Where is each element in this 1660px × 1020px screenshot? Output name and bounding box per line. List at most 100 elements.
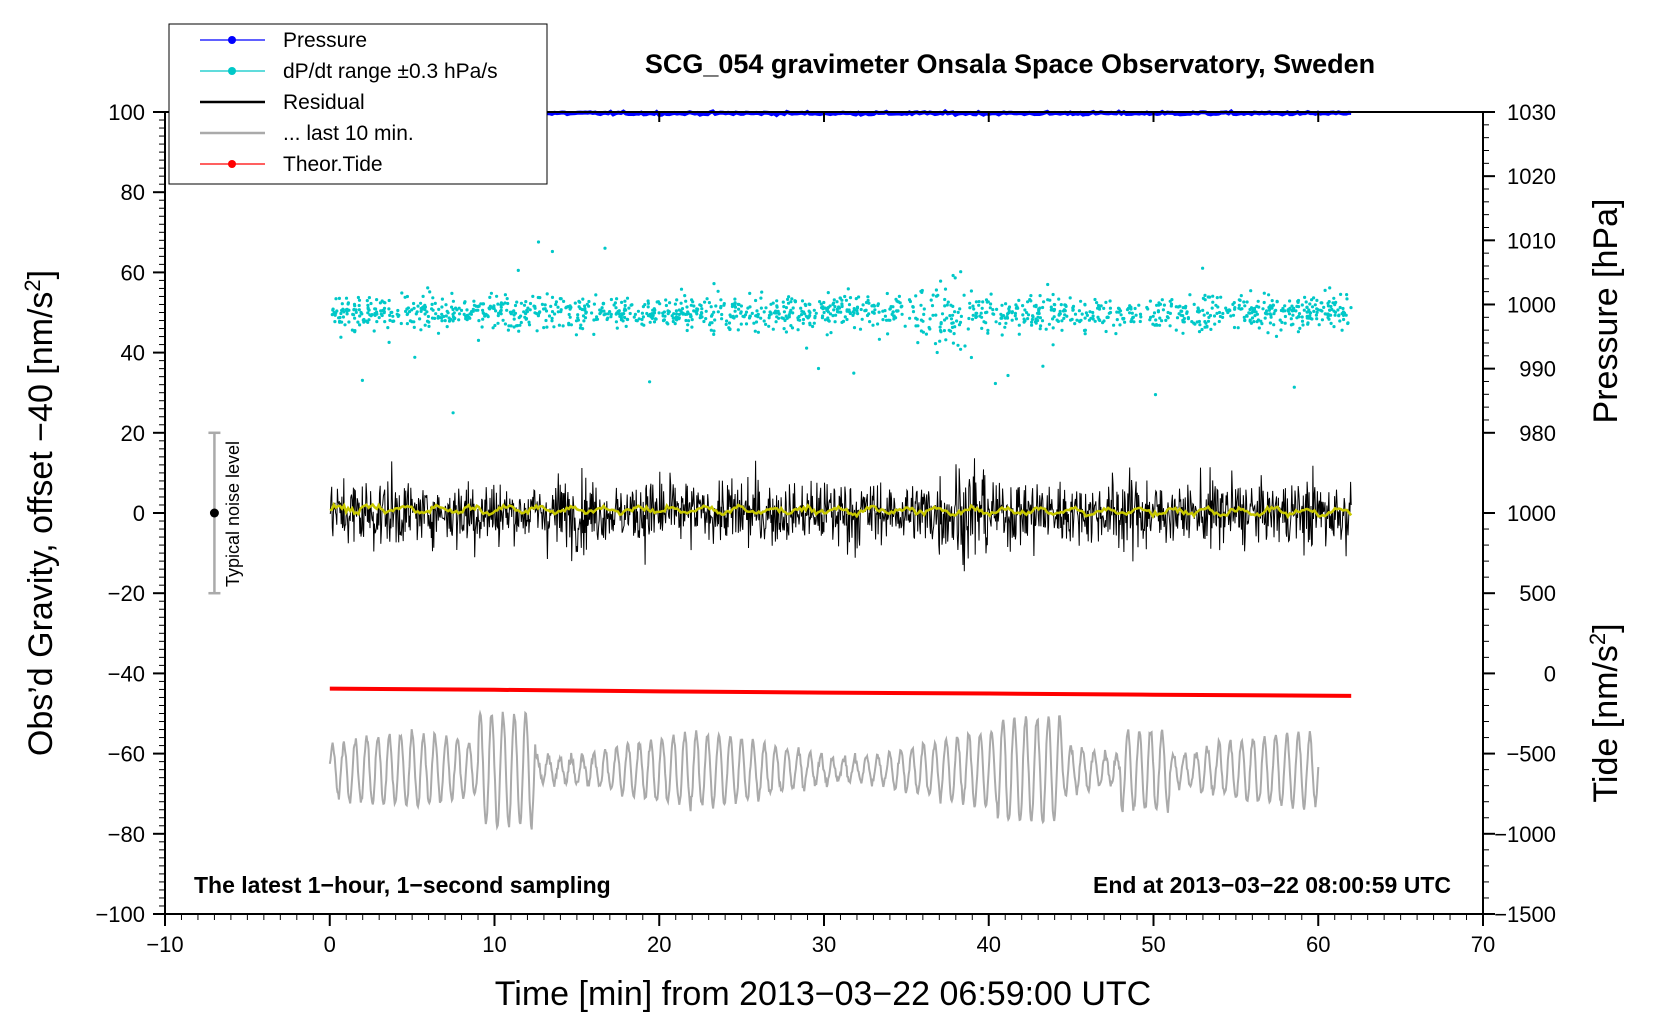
- dpdt-point: [1197, 319, 1201, 324]
- dpdt-point: [1036, 318, 1040, 323]
- dpdt-point: [710, 321, 714, 325]
- dpdt-point: [733, 303, 737, 307]
- dpdt-point: [791, 306, 795, 310]
- dpdt-point: [1236, 326, 1240, 330]
- dpdt-point: [513, 303, 518, 308]
- dpdt-point: [383, 320, 387, 324]
- dpdt-point: [1310, 317, 1314, 321]
- dpdt-point: [590, 311, 594, 315]
- dpdt-point: [928, 317, 932, 321]
- x-tick-label: 40: [977, 932, 1001, 957]
- dpdt-point: [464, 315, 468, 319]
- legend-label: dP/dt range ±0.3 hPa/s: [283, 60, 498, 83]
- dpdt-point: [1017, 323, 1021, 327]
- dpdt-point: [958, 320, 963, 324]
- dpdt-point: [494, 309, 498, 313]
- dpdt-point: [1238, 298, 1242, 302]
- dpdt-point: [615, 326, 619, 330]
- dpdt-point: [1026, 317, 1030, 321]
- dpdt-point: [1231, 313, 1236, 317]
- noise-level-marker: [208, 431, 221, 595]
- dpdt-point: [592, 332, 596, 336]
- dpdt-point: [685, 312, 689, 316]
- dpdt-point: [943, 297, 947, 302]
- dpdt-point: [838, 296, 842, 300]
- dpdt-point: [1181, 314, 1185, 318]
- dpdt-point: [984, 298, 989, 302]
- dpdt-point: [943, 318, 947, 322]
- dpdt-point: [781, 300, 785, 304]
- dpdt-point: [458, 312, 462, 316]
- pressure-tick-label: 1030: [1507, 100, 1556, 125]
- tide-tick-label: 0: [1544, 661, 1556, 686]
- dpdt-point: [664, 298, 668, 302]
- dpdt-point: [1345, 293, 1349, 297]
- dpdt-point: [440, 319, 444, 323]
- dpdt-point: [1204, 321, 1208, 325]
- dpdt-point: [345, 312, 349, 316]
- dpdt-point: [1134, 313, 1138, 317]
- dpdt-point: [753, 329, 757, 333]
- dpdt-point: [628, 311, 632, 316]
- dpdt-point: [1017, 298, 1021, 302]
- dpdt-point: [885, 291, 889, 296]
- dpdt-point: [946, 300, 950, 304]
- dpdt-point: [1296, 330, 1300, 334]
- dpdt-point: [1308, 302, 1312, 306]
- dpdt-point: [1083, 302, 1087, 306]
- dpdt-point: [444, 303, 448, 307]
- dpdt-point: [1161, 308, 1165, 312]
- dpdt-point: [583, 316, 588, 320]
- dpdt-point: [480, 325, 484, 329]
- dpdt-point: [636, 309, 641, 313]
- dpdt-point: [365, 299, 369, 303]
- dpdt-point: [556, 305, 560, 309]
- dpdt-point: [1291, 313, 1295, 317]
- dpdt-point: [333, 313, 337, 317]
- dpdt-point: [489, 291, 493, 295]
- dpdt-point: [805, 346, 809, 350]
- dpdt-point: [959, 270, 963, 274]
- dpdt-point: [1304, 300, 1308, 304]
- dpdt-point: [1201, 296, 1205, 300]
- dpdt-point: [929, 298, 933, 302]
- x-tick-label: 60: [1306, 932, 1330, 957]
- dpdt-point: [1239, 307, 1243, 311]
- dpdt-point: [776, 309, 780, 313]
- dpdt-point: [665, 321, 669, 325]
- dpdt-point: [784, 306, 789, 310]
- dpdt-point: [1096, 315, 1100, 319]
- y-axis-title-sup: 2: [20, 279, 45, 291]
- dpdt-point: [615, 297, 619, 301]
- dpdt-point: [353, 330, 357, 334]
- dpdt-point: [347, 320, 351, 324]
- dpdt-point: [637, 317, 641, 321]
- dpdt-point: [1212, 314, 1217, 318]
- dpdt-point: [605, 317, 609, 322]
- dpdt-point: [698, 316, 702, 320]
- dpdt-point: [731, 315, 735, 319]
- dpdt-point: [1281, 306, 1285, 311]
- dpdt-point: [790, 297, 794, 301]
- dpdt-point: [685, 305, 689, 309]
- dpdt-point: [412, 325, 416, 329]
- noise-level-label: Typical noise level: [223, 441, 243, 587]
- dpdt-point: [994, 320, 998, 324]
- dpdt-point: [1292, 385, 1296, 389]
- dpdt-point: [646, 301, 651, 305]
- dpdt-point: [1242, 315, 1246, 319]
- dpdt-point: [439, 316, 443, 320]
- dpdt-point: [594, 293, 598, 297]
- dpdt-point: [1051, 326, 1055, 330]
- dpdt-point: [1123, 320, 1127, 324]
- dpdt-point: [1031, 315, 1035, 319]
- dpdt-point: [1133, 306, 1137, 311]
- dpdt-point: [375, 298, 379, 302]
- chart-title: SCG_054 gravimeter Onsala Space Observat…: [645, 49, 1375, 79]
- dpdt-point: [503, 322, 507, 326]
- dpdt-point: [1248, 319, 1252, 323]
- dpdt-point: [755, 313, 759, 317]
- dpdt-point: [1151, 314, 1155, 318]
- dpdt-point: [652, 320, 657, 324]
